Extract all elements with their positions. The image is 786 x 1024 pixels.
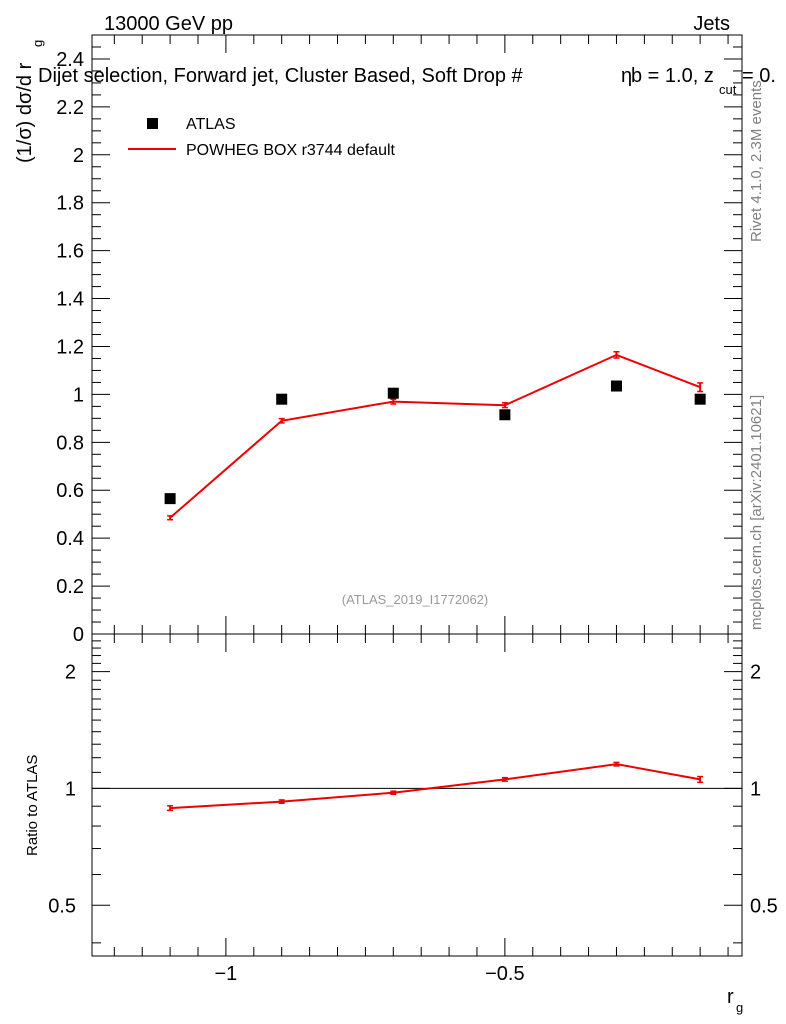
energy-label: 13000 GeV pp	[104, 13, 233, 35]
atlas-data-point	[694, 393, 706, 405]
main-y-tick-label: 0.4	[56, 528, 84, 550]
atlas-data-point	[164, 493, 176, 505]
ratio-y-tick-label: 0.5	[48, 895, 76, 917]
main-y-tick-label: 0	[73, 624, 84, 646]
main-y-tick-label: 2.2	[56, 97, 84, 119]
plot-title-beta: b = 1.0, z	[631, 65, 714, 87]
rivet-version-label: Rivet 4.1.0, 2.3M events	[748, 80, 765, 242]
atlas-data-point	[276, 393, 288, 405]
plot-title: Dijet selection, Forward jet, Cluster Ba…	[38, 65, 776, 97]
ratio-y-axis-label: Ratio to ATLAS	[24, 755, 41, 856]
analysis-id-label: (ATLAS_2019_I1772062)	[342, 592, 488, 607]
legend: ATLAS POWHEG BOX r3744 default	[128, 116, 396, 159]
main-y-tick-label: 1.4	[56, 289, 84, 311]
ratio-panel: 0.5 0.5 1 1 2 2 −1 −0.5 Ratio to ATLAS r g	[24, 633, 778, 1015]
ratio-y-tick-label-right: 2	[750, 662, 761, 684]
main-y-tick-label: 1	[73, 384, 84, 406]
plot-title-eta: η	[621, 65, 632, 87]
legend-powheg-label: POWHEG BOX r3744 default	[186, 142, 396, 159]
ratio-y-tick-label: 1	[65, 778, 76, 800]
ratio-x-ticks: −1 −0.5	[113, 634, 729, 985]
x-tick-label: −0.5	[485, 963, 524, 985]
main-y-tick-label: 0.2	[56, 576, 84, 598]
ratio-y-tick-label-right: 0.5	[750, 895, 778, 917]
x-axis-label-sub: g	[736, 1000, 743, 1015]
main-series	[164, 351, 706, 521]
x-tick-label: −1	[214, 963, 237, 985]
legend-atlas-label: ATLAS	[186, 116, 236, 133]
powheg-line	[169, 353, 701, 519]
mcplots-label: mcplots.cern.ch [arXiv:2401.10621]	[748, 395, 765, 630]
atlas-data-point	[387, 387, 399, 399]
plot-title-main: Dijet selection, Forward jet, Cluster Ba…	[38, 65, 524, 87]
main-y-tick-label: 2.4	[56, 49, 84, 71]
category-label: Jets	[693, 13, 730, 35]
atlas-data-point	[610, 380, 622, 392]
x-axis-label: r	[727, 986, 734, 1008]
ratio-series	[167, 761, 704, 812]
ratio-y-tick-label: 2	[65, 662, 76, 684]
legend-atlas-marker	[147, 118, 158, 129]
main-y-tick-label: 0.6	[56, 480, 84, 502]
main-y-axis-label-sub: g	[30, 40, 45, 47]
main-y-tick-label: 0.8	[56, 432, 84, 454]
main-y-tick-label: 1.8	[56, 193, 84, 215]
main-x-ticks	[113, 35, 729, 634]
main-y-axis-label: (1/σ) dσ/d r	[14, 62, 36, 163]
plot-title-subscript: cut	[719, 82, 737, 97]
main-y-tick-label: 1.2	[56, 336, 84, 358]
main-y-ticks: 0 0.2 0.4 0.6 0.8 1 1.2 1.4 1.6 1.8 2 2.2 2.4	[56, 34, 742, 646]
ratio-frame	[91, 633, 743, 957]
atlas-data-point	[499, 409, 511, 421]
plot-title-tail: = 0.	[742, 65, 776, 87]
ratio-y-tick-label-right: 1	[750, 778, 761, 800]
ratio-y-ticks: 0.5 0.5 1 1 2 2	[48, 640, 778, 944]
ratio-powheg-line	[170, 763, 701, 810]
main-y-tick-label: 1.6	[56, 241, 84, 263]
main-panel: 0 0.2 0.4 0.6 0.8 1 1.2 1.4 1.6 1.8 2 2.2 2.4 (1/σ) …	[14, 34, 743, 646]
main-y-tick-label: 2	[73, 145, 84, 167]
